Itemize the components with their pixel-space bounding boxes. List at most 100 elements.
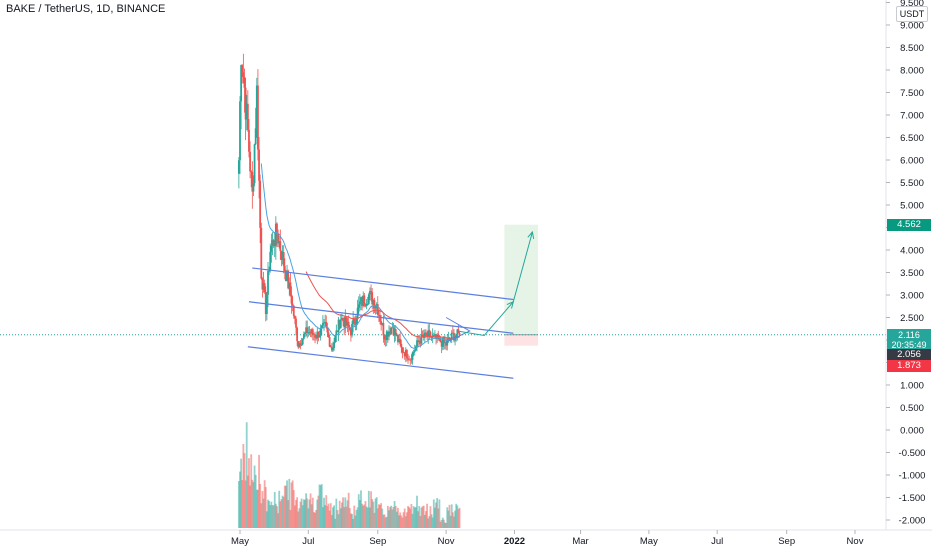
- candle-body: [398, 338, 400, 343]
- candle-body: [364, 304, 367, 306]
- candle-body: [281, 252, 284, 260]
- candle-body: [308, 332, 311, 333]
- candle-body: [245, 103, 248, 120]
- candle-body: [343, 321, 346, 328]
- candle-body: [288, 282, 291, 289]
- volume-bar: [412, 506, 415, 528]
- volume-bar: [354, 515, 357, 528]
- candle-body: [317, 331, 320, 338]
- volume-bar: [434, 507, 436, 528]
- candle-body: [313, 334, 315, 336]
- candle-body: [445, 342, 448, 346]
- candle-body: [367, 294, 370, 304]
- volume-bar: [325, 495, 328, 528]
- volume-bar: [278, 490, 281, 528]
- volume-bar: [403, 508, 406, 528]
- currency-tag[interactable]: USDT: [896, 6, 928, 22]
- volume-bar: [441, 517, 444, 528]
- candle-body: [329, 346, 332, 348]
- candle-body: [267, 271, 269, 295]
- candle-body: [407, 358, 409, 360]
- volume-bar: [374, 498, 377, 528]
- y-tick-label: 9.500: [900, 0, 924, 9]
- candle-body: [323, 322, 325, 324]
- y-tick-label: 0.500: [900, 403, 924, 414]
- candle-body: [327, 332, 330, 338]
- candle-body: [350, 329, 352, 336]
- volume-bar: [314, 512, 316, 528]
- trendline-3[interactable]: [247, 346, 514, 379]
- candle-body: [375, 304, 378, 307]
- volume-bar: [249, 485, 251, 528]
- volume-bar: [366, 507, 369, 528]
- y-tick-label: 0.000: [900, 426, 924, 437]
- candle-body: [332, 347, 334, 351]
- volume-bar: [350, 513, 352, 528]
- volume-bar: [296, 497, 299, 528]
- volume-bar: [326, 506, 329, 528]
- volume-bar: [261, 490, 264, 528]
- candle-body: [346, 321, 349, 326]
- volume-bar: [253, 465, 256, 528]
- candle-body: [352, 319, 355, 325]
- prev-close-badge: 2.056: [887, 349, 931, 361]
- y-tick-label: 3.000: [900, 291, 924, 302]
- volume-bar: [254, 474, 257, 528]
- volume-bar: [321, 507, 324, 528]
- volume-bar: [309, 493, 312, 528]
- volume-bar: [416, 495, 418, 528]
- volume-bar: [361, 503, 364, 528]
- candle-body: [307, 332, 310, 334]
- volume-bar: [252, 482, 255, 528]
- candle-body: [404, 350, 407, 357]
- candle-body: [324, 322, 327, 323]
- candle-body: [282, 252, 285, 266]
- candle-body: [344, 317, 347, 328]
- candle-body: [285, 270, 287, 282]
- volume-bar: [255, 489, 258, 528]
- volume-bar: [365, 506, 368, 528]
- projection-arrow[interactable]: [457, 231, 533, 337]
- volume-bar: [265, 511, 268, 528]
- x-tick-label: Sep: [369, 536, 386, 547]
- candle-body: [394, 329, 397, 336]
- candle-body: [280, 251, 283, 260]
- volume-bar: [316, 499, 319, 528]
- candle-body: [440, 342, 443, 347]
- volume-bar: [310, 504, 313, 528]
- candle-body: [239, 101, 241, 161]
- candle-body: [365, 303, 368, 306]
- volume-bar: [367, 490, 370, 528]
- volume-bar: [397, 507, 399, 528]
- candle-body: [357, 304, 360, 308]
- volume-bar: [306, 498, 309, 528]
- volume-bar: [450, 504, 453, 528]
- volume-bar: [449, 515, 452, 528]
- wedge-pattern[interactable]: [445, 317, 471, 343]
- candle-body: [293, 315, 296, 319]
- candle-body: [277, 233, 279, 244]
- candle-body: [241, 65, 244, 73]
- candle-body: [458, 333, 461, 335]
- target-price-badge: 4.562: [887, 219, 931, 231]
- volume-bar: [446, 507, 449, 528]
- trendline-2[interactable]: [248, 301, 514, 334]
- candle-body: [336, 330, 339, 333]
- candle-body: [369, 290, 371, 295]
- trendline-1[interactable]: [252, 267, 514, 301]
- volume-bar: [353, 505, 356, 528]
- volume-bar: [428, 516, 431, 528]
- candle-body: [347, 321, 350, 327]
- volume-bar: [347, 492, 350, 528]
- candle-body: [402, 352, 405, 354]
- y-tick-label: 6.500: [900, 133, 924, 144]
- bar-countdown: 20:35:49: [891, 340, 927, 350]
- volume-bar: [404, 516, 407, 528]
- candle-body: [391, 327, 394, 329]
- volume-bar: [288, 478, 291, 528]
- volume-bar: [250, 454, 253, 528]
- projection-arrow-head-1: [506, 300, 515, 309]
- candle-body: [426, 334, 428, 337]
